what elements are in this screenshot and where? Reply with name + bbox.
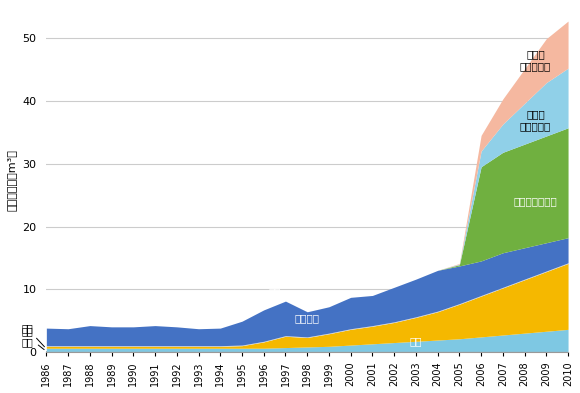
Text: 電力: 電力: [269, 288, 281, 298]
Text: 原油: 原油: [409, 336, 422, 346]
Text: バイオ
エタノール: バイオ エタノール: [520, 109, 551, 131]
Text: 固形バイオマス: 固形バイオマス: [513, 196, 557, 207]
Text: 石炭: 石炭: [21, 323, 45, 347]
Y-axis label: 水消費量（億m³）: 水消費量（億m³）: [7, 149, 17, 211]
Text: 石油製品: 石油製品: [295, 313, 320, 323]
Text: 天然
ガス: 天然 ガス: [21, 326, 44, 350]
Text: バイオ
ディーゼル: バイオ ディーゼル: [520, 50, 551, 71]
